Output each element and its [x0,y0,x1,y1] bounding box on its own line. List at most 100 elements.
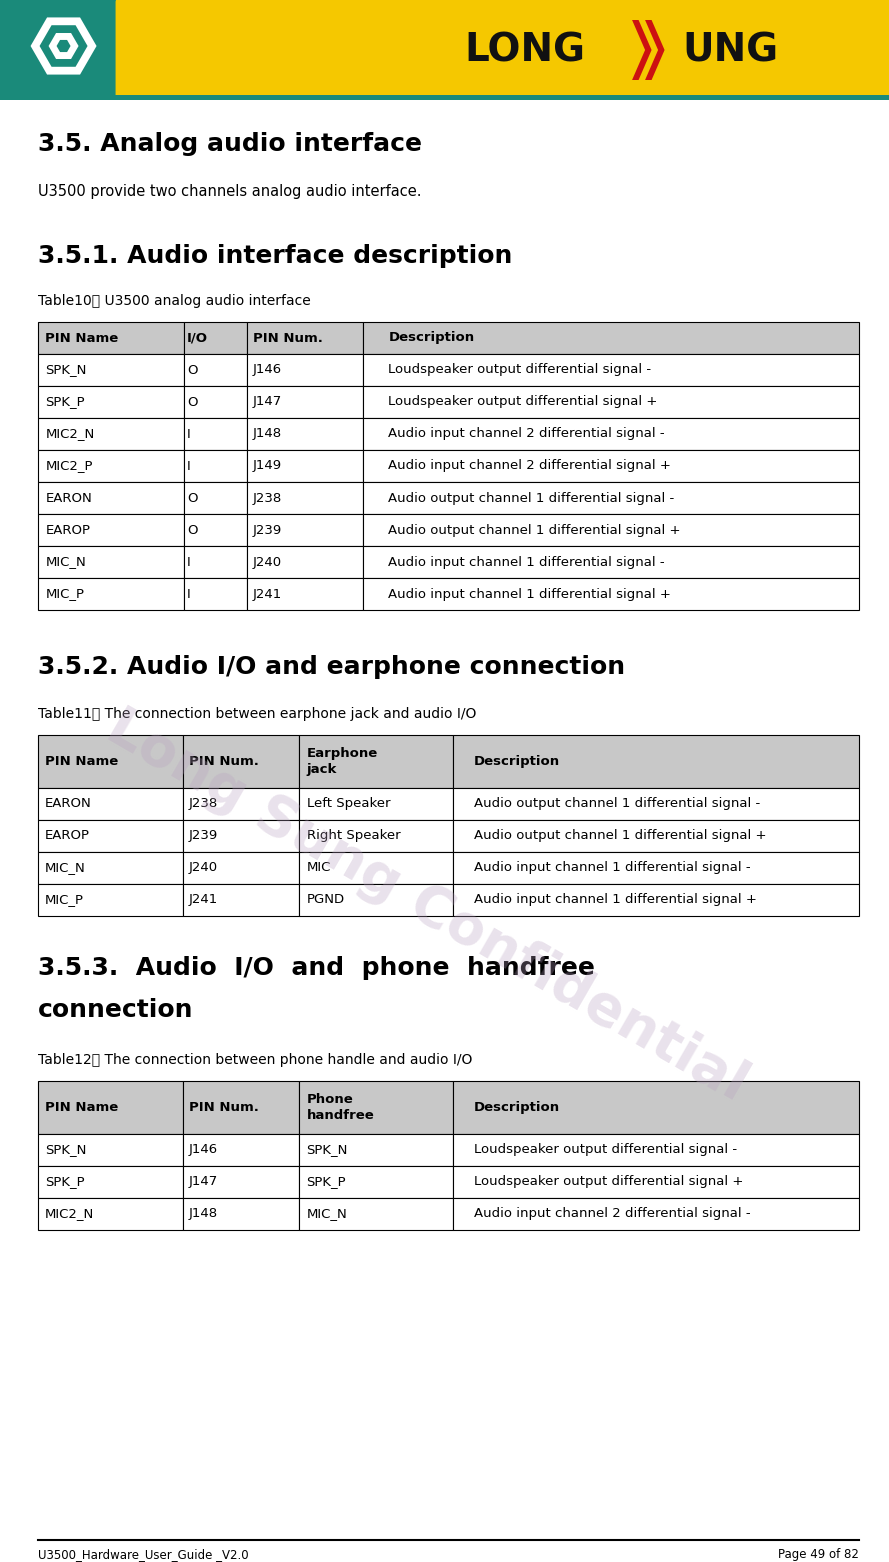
FancyBboxPatch shape [38,1165,183,1198]
FancyBboxPatch shape [299,820,453,851]
Text: SPK_P: SPK_P [45,1175,84,1189]
FancyBboxPatch shape [0,94,889,100]
Text: PIN Num.: PIN Num. [188,754,259,769]
Polygon shape [57,41,70,52]
Text: Audio output channel 1 differential signal -: Audio output channel 1 differential sign… [474,797,760,811]
FancyBboxPatch shape [453,736,859,787]
FancyBboxPatch shape [184,483,247,514]
FancyBboxPatch shape [38,322,184,355]
FancyBboxPatch shape [453,1134,859,1165]
Text: Table10： U3500 analog audio interface: Table10： U3500 analog audio interface [38,294,311,308]
FancyBboxPatch shape [247,483,364,514]
Text: J146: J146 [188,1143,218,1156]
Text: SPK_N: SPK_N [45,1143,86,1156]
Text: MIC_P: MIC_P [45,587,84,600]
Text: J238: J238 [188,797,218,811]
Text: MIC2_P: MIC2_P [45,459,92,472]
FancyBboxPatch shape [38,787,183,820]
FancyBboxPatch shape [247,547,364,578]
FancyBboxPatch shape [453,787,859,820]
FancyBboxPatch shape [38,450,184,483]
Text: I: I [187,587,190,600]
FancyBboxPatch shape [453,1198,859,1229]
Text: EAROP: EAROP [45,523,91,536]
Text: UNG: UNG [682,31,778,69]
FancyBboxPatch shape [183,851,299,884]
FancyBboxPatch shape [247,514,364,547]
FancyBboxPatch shape [299,736,453,787]
FancyBboxPatch shape [38,514,184,547]
Text: Audio input channel 1 differential signal +: Audio input channel 1 differential signa… [388,587,671,600]
Text: Earphone
jack: Earphone jack [307,747,378,776]
Text: Audio input channel 1 differential signal +: Audio input channel 1 differential signa… [474,893,757,906]
Text: SPK_N: SPK_N [45,364,86,376]
Text: U3500_Hardware_User_Guide _V2.0: U3500_Hardware_User_Guide _V2.0 [38,1548,249,1560]
Polygon shape [645,20,665,80]
Text: LONG: LONG [464,31,585,69]
FancyBboxPatch shape [364,355,859,386]
Text: Description: Description [474,1101,560,1114]
Text: Audio input channel 2 differential signal -: Audio input channel 2 differential signa… [388,428,665,440]
Text: 3.5.1. Audio interface description: 3.5.1. Audio interface description [38,244,512,269]
Text: U3500 provide two channels analog audio interface.: U3500 provide two channels analog audio … [38,184,421,198]
Text: MIC2_N: MIC2_N [45,1207,94,1220]
FancyBboxPatch shape [183,1081,299,1134]
Text: Loudspeaker output differential signal +: Loudspeaker output differential signal + [474,1175,743,1189]
FancyBboxPatch shape [0,0,889,100]
Text: J147: J147 [252,395,282,409]
FancyBboxPatch shape [183,736,299,787]
Text: J146: J146 [252,364,282,376]
FancyBboxPatch shape [184,322,247,355]
FancyBboxPatch shape [38,820,183,851]
Polygon shape [30,17,97,75]
FancyBboxPatch shape [364,386,859,419]
Text: EAROP: EAROP [45,829,91,842]
Text: Page 49 of 82: Page 49 of 82 [778,1548,859,1560]
FancyBboxPatch shape [184,450,247,483]
FancyBboxPatch shape [184,578,247,611]
Text: J241: J241 [252,587,282,600]
Text: I: I [187,459,190,472]
Text: J149: J149 [252,459,282,472]
Text: J148: J148 [252,428,282,440]
Text: Description: Description [388,331,475,345]
Text: SPK_P: SPK_P [307,1175,346,1189]
FancyBboxPatch shape [38,419,184,450]
Text: J148: J148 [188,1207,218,1220]
Text: J238: J238 [252,492,282,505]
Text: O: O [187,492,197,505]
Text: O: O [187,395,197,409]
FancyBboxPatch shape [299,1165,453,1198]
Text: Long Sung Confidential: Long Sung Confidential [97,700,757,1112]
Text: 3.5. Analog audio interface: 3.5. Analog audio interface [38,133,422,156]
Text: SPK_N: SPK_N [307,1143,348,1156]
Text: Left Speaker: Left Speaker [307,797,390,811]
FancyBboxPatch shape [38,884,183,915]
Text: Audio input channel 1 differential signal -: Audio input channel 1 differential signa… [474,861,750,875]
Text: I: I [187,556,190,569]
Text: Audio output channel 1 differential signal +: Audio output channel 1 differential sign… [388,523,681,536]
FancyBboxPatch shape [38,355,184,386]
FancyBboxPatch shape [38,483,184,514]
Text: Audio input channel 1 differential signal -: Audio input channel 1 differential signa… [388,556,665,569]
Text: PIN Name: PIN Name [45,754,118,769]
FancyBboxPatch shape [453,884,859,915]
FancyBboxPatch shape [38,1134,183,1165]
Text: MIC_N: MIC_N [45,861,86,875]
Text: J239: J239 [252,523,282,536]
FancyBboxPatch shape [0,0,116,100]
Text: O: O [187,364,197,376]
Text: J239: J239 [188,829,218,842]
Text: J240: J240 [188,861,218,875]
Text: Loudspeaker output differential signal -: Loudspeaker output differential signal - [474,1143,737,1156]
FancyBboxPatch shape [184,419,247,450]
FancyBboxPatch shape [183,787,299,820]
FancyBboxPatch shape [364,578,859,611]
Text: connection: connection [38,998,194,1022]
FancyBboxPatch shape [364,547,859,578]
Polygon shape [40,25,87,67]
Polygon shape [116,0,143,100]
FancyBboxPatch shape [364,450,859,483]
FancyBboxPatch shape [184,547,247,578]
Polygon shape [49,33,78,59]
